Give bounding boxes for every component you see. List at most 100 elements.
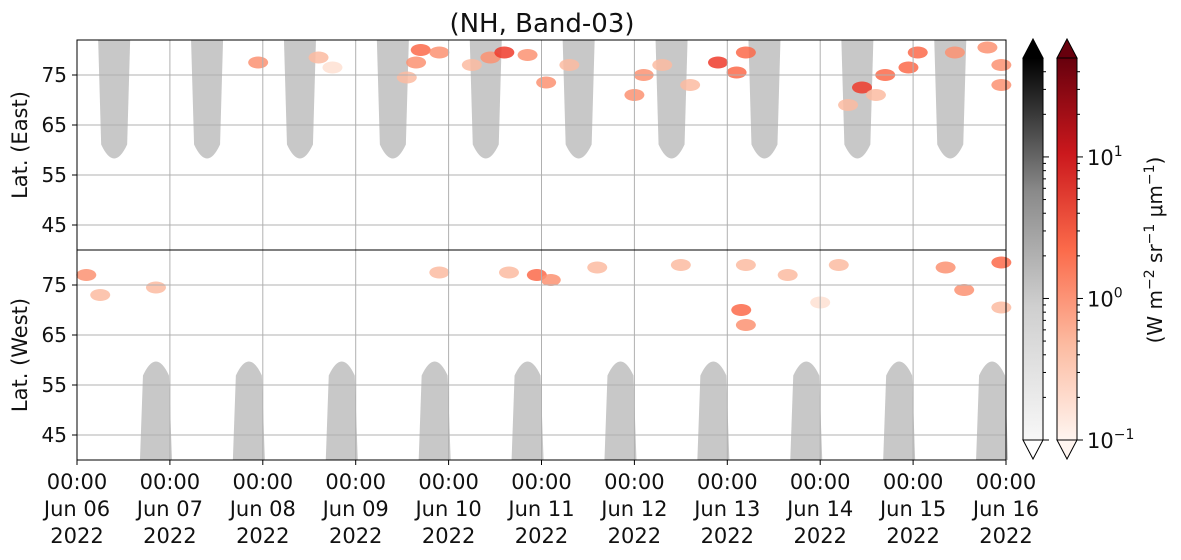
xtick-date: Jun 14 <box>785 497 853 521</box>
xtick-date: Jun 16 <box>971 497 1039 521</box>
east-daylight-mask <box>376 40 409 159</box>
colorbar-label: (W m−2 sr−1 μm−1) <box>1142 157 1167 344</box>
east-emission-blob <box>559 59 580 71</box>
east-emission-blob <box>536 76 557 89</box>
east-ytick-label: 65 <box>42 113 67 137</box>
west-daylight-mask <box>511 361 544 460</box>
west-emission-blob <box>954 284 975 296</box>
xtick-year: 2022 <box>329 524 382 548</box>
east-emission-blob <box>406 56 427 69</box>
west-ytick-label: 55 <box>42 373 67 397</box>
xtick-time: 00:00 <box>697 470 758 494</box>
west-emission-blob <box>735 319 756 331</box>
xtick-date: Jun 07 <box>135 497 203 521</box>
east-emission-blob <box>944 46 965 59</box>
east-daylight-mask <box>748 40 781 159</box>
xtick-year: 2022 <box>793 524 846 548</box>
west-emission-blob <box>777 269 798 281</box>
xtick-year: 2022 <box>515 524 568 548</box>
west-daylight-mask <box>232 361 265 460</box>
west-daylight-mask <box>325 361 358 460</box>
east-emission-blob <box>898 61 919 74</box>
west-ylabel: Lat. (West) <box>8 298 32 412</box>
west-daylight-mask <box>790 361 823 460</box>
east-daylight-mask <box>934 40 967 159</box>
east-daylight-mask <box>191 40 224 159</box>
east-emission-blob <box>708 56 729 69</box>
east-ylabel: Lat. (East) <box>8 91 32 199</box>
xtick-time: 00:00 <box>976 470 1037 494</box>
east-emission-blob <box>461 59 482 71</box>
xtick-year: 2022 <box>701 524 754 548</box>
east-daylight-mask <box>562 40 595 159</box>
east-daylight-mask <box>841 40 874 159</box>
chart-title: (NH, Band-03) <box>449 9 634 39</box>
east-emission-blob <box>852 81 873 94</box>
xtick-time: 00:00 <box>790 470 851 494</box>
xtick-year: 2022 <box>422 524 475 548</box>
west-emission-blob <box>828 259 849 271</box>
east-emission-blob <box>977 41 998 54</box>
colorbar-gray-extend-max <box>1022 37 1044 59</box>
west-daylight-mask <box>139 361 172 460</box>
xtick-year: 2022 <box>50 524 103 548</box>
east-emission-blob <box>410 44 431 56</box>
west-emission-blob <box>991 256 1012 269</box>
west-daylight-mask <box>604 361 637 460</box>
west-emission-blob <box>735 259 756 271</box>
east-daylight-mask <box>98 40 131 159</box>
colorbars: 101 100 10−1 (W m−2 sr−1 μm−1) <box>1022 37 1167 461</box>
xtick-date: Jun 09 <box>321 497 389 521</box>
xtick-year: 2022 <box>143 524 196 548</box>
east-emission-blob <box>735 46 756 59</box>
west-daylight-mask <box>697 361 730 460</box>
xtick-time: 00:00 <box>418 470 479 494</box>
west-daylight-mask <box>418 361 451 460</box>
xtick-date: Jun 06 <box>42 497 110 521</box>
east-emission-blob <box>396 71 417 84</box>
xtick-date: Jun 08 <box>228 497 296 521</box>
west-emission-blob <box>429 266 450 279</box>
xtick-time: 00:00 <box>233 470 294 494</box>
xtick-time: 00:00 <box>140 470 201 494</box>
east-daylight-mask <box>655 40 688 159</box>
west-emission-blob <box>540 274 561 286</box>
east-emission-blob <box>680 79 701 91</box>
east-ytick-label: 55 <box>42 163 67 187</box>
xtick-time: 00:00 <box>604 470 665 494</box>
east-emission-blob <box>865 89 886 101</box>
axes-text: 45 55 65 75 75 65 55 45 Lat. (East) Lat. (West) 00… <box>8 63 1039 548</box>
xtick-date: Jun 11 <box>506 497 574 521</box>
xtick-date: Jun 12 <box>599 497 667 521</box>
xtick-time: 00:00 <box>47 470 108 494</box>
west-emission-blob <box>498 266 519 279</box>
colorbar-tick-label: 100 <box>1087 285 1123 311</box>
xtick-year: 2022 <box>236 524 289 548</box>
west-emission-blob <box>991 301 1012 314</box>
xtick-date: Jun 15 <box>878 497 946 521</box>
xtick-time: 00:00 <box>511 470 572 494</box>
xtick-year: 2022 <box>608 524 661 548</box>
east-daylight-mask <box>283 40 316 159</box>
xtick-year: 2022 <box>979 524 1032 548</box>
xtick-date: Jun 10 <box>413 497 481 521</box>
east-emission-blob <box>322 61 343 74</box>
west-emission-blob <box>731 304 752 316</box>
colorbar-gray <box>1022 57 1044 441</box>
west-daylight-mask <box>976 361 1009 460</box>
east-emission-blob <box>248 56 269 69</box>
east-ytick-label: 45 <box>42 213 67 237</box>
west-emission-blob <box>145 281 166 294</box>
west-emission-blob <box>587 261 608 274</box>
xtick-time: 00:00 <box>325 470 386 494</box>
xtick-date: Jun 13 <box>692 497 760 521</box>
west-ytick-label: 75 <box>42 273 67 297</box>
west-emission-blob <box>935 261 956 274</box>
east-ytick-label: 75 <box>42 63 67 87</box>
colorbar-reds-extend-max <box>1056 37 1078 59</box>
colorbar-tick-label: 101 <box>1087 144 1123 170</box>
east-emission-blob <box>907 46 928 59</box>
west-emission-blob <box>76 269 97 281</box>
